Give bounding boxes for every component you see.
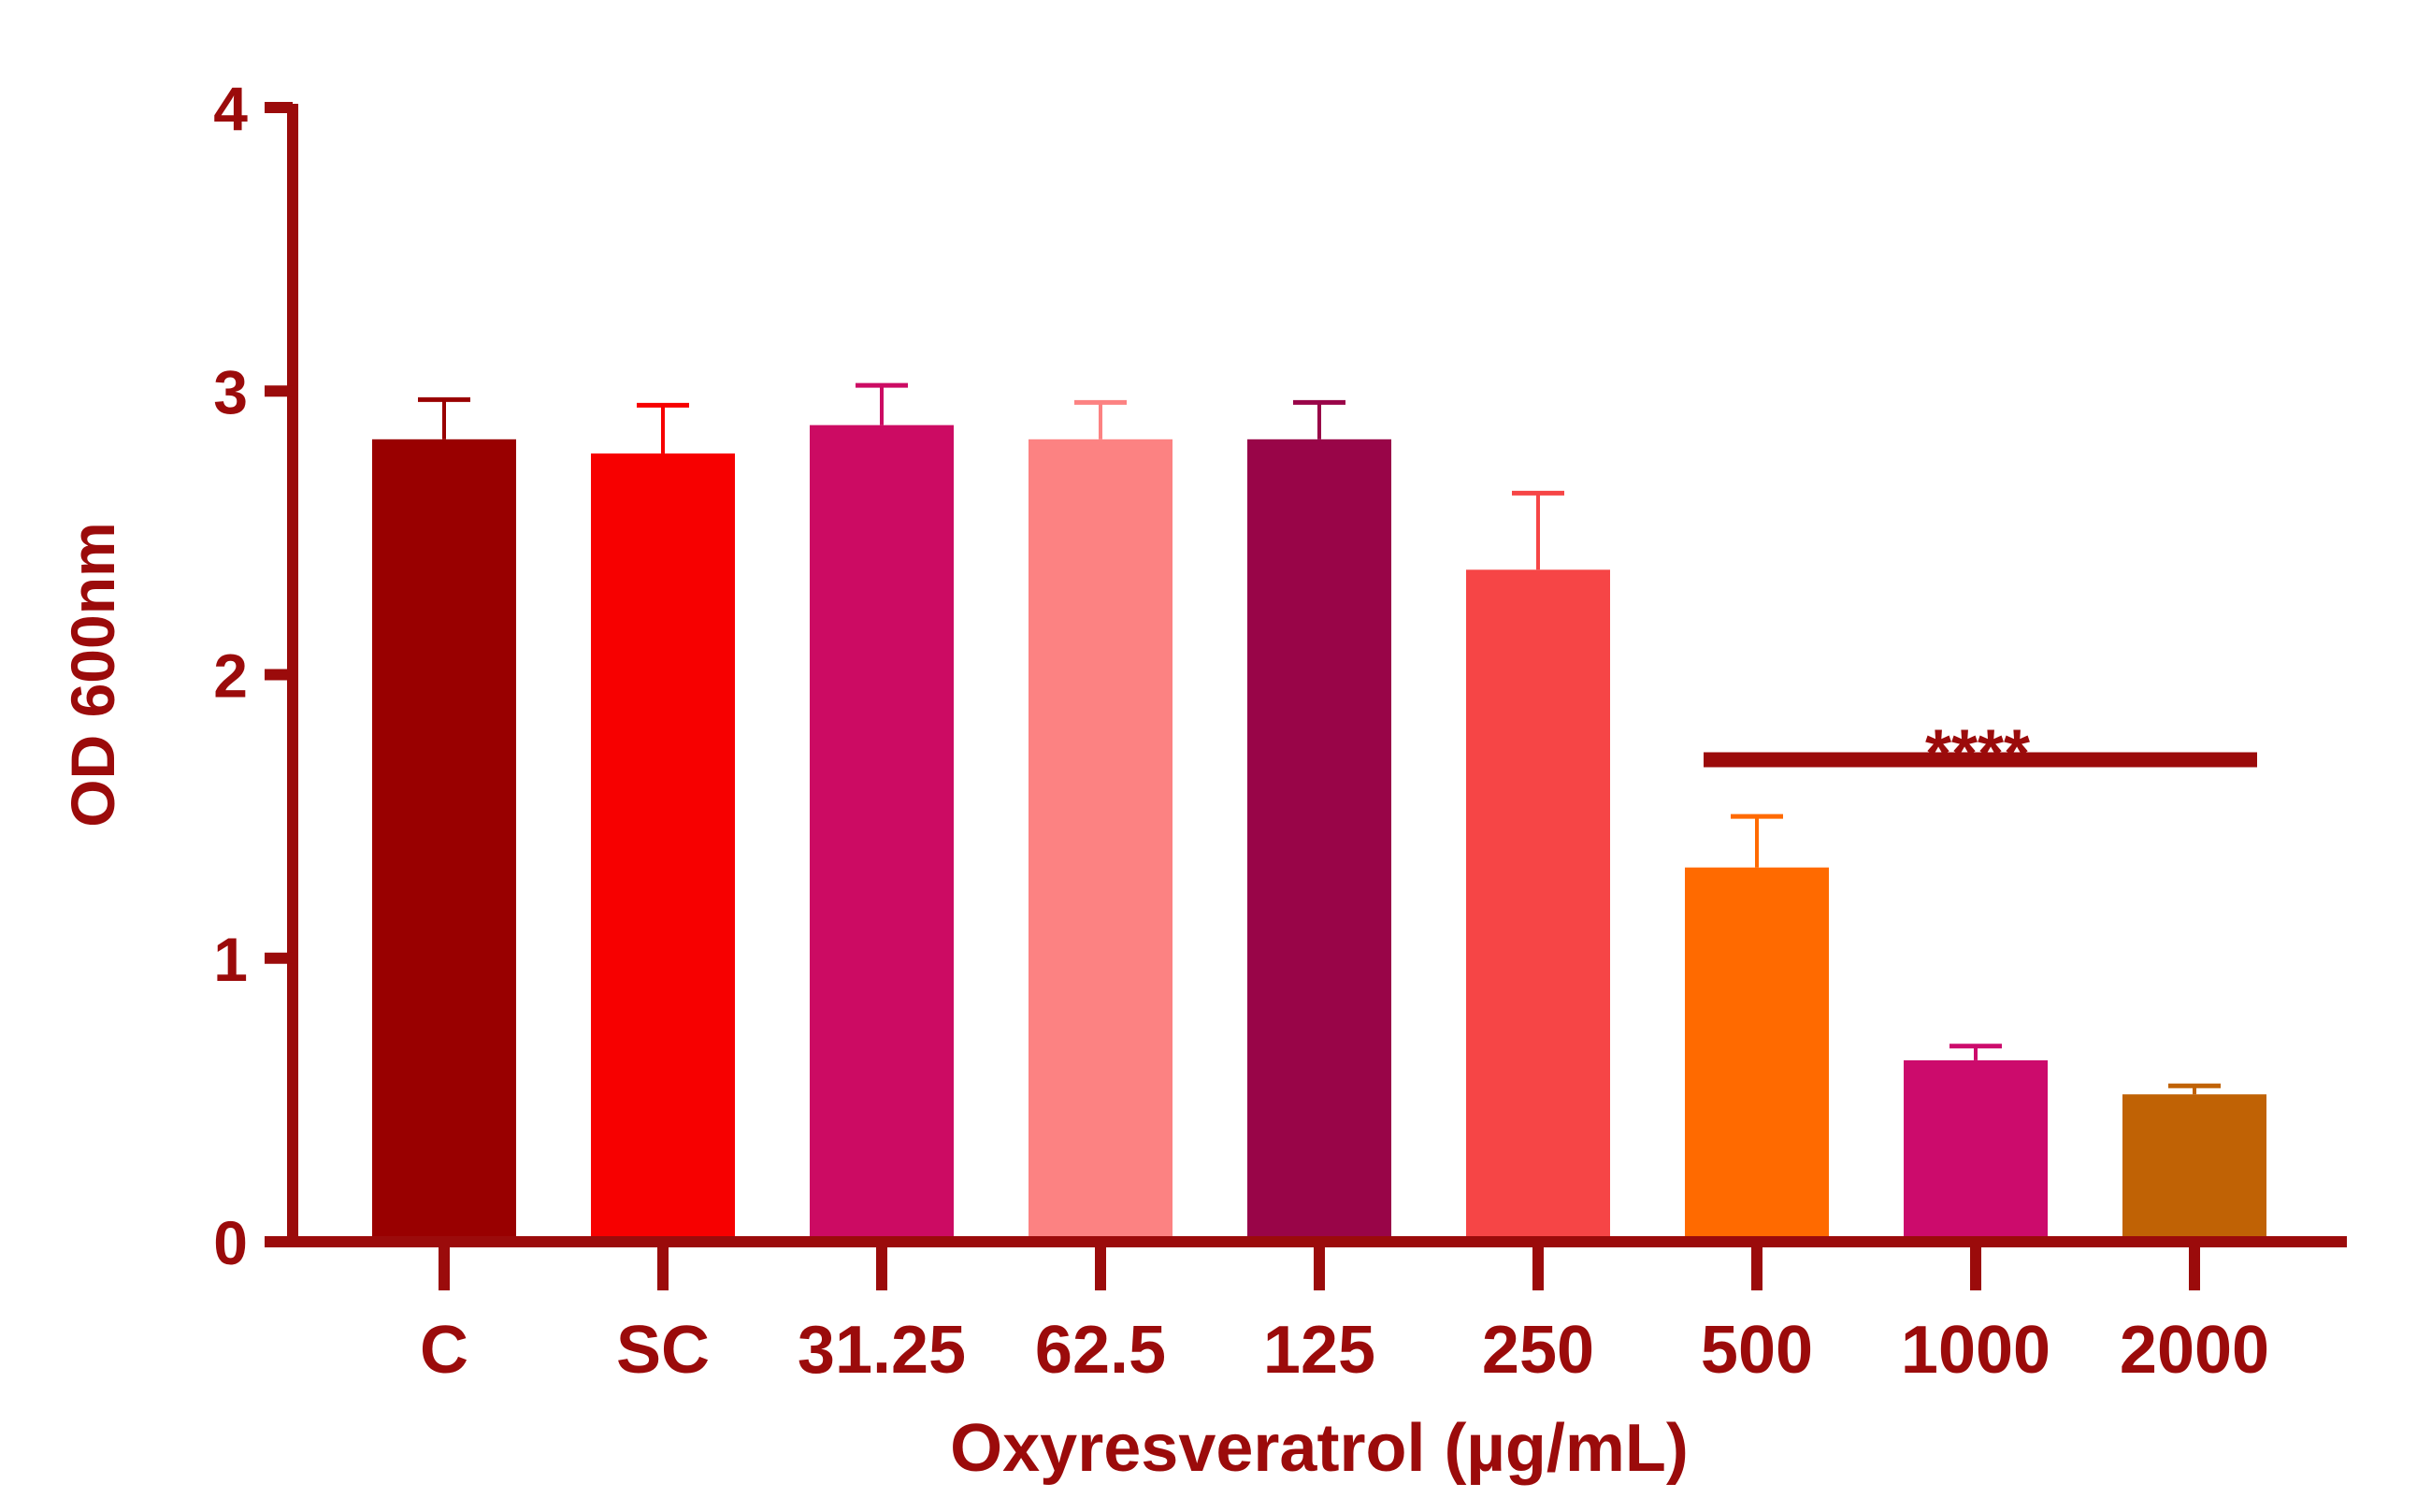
y-tick-label-4: 4	[213, 74, 248, 143]
x-tick-label-125: 125	[1263, 1313, 1375, 1388]
bars-group	[372, 425, 2266, 1243]
y-axis-title: OD 600nm	[58, 522, 127, 827]
x-tick-label-500: 500	[1701, 1313, 1813, 1388]
bar-500	[1685, 867, 1829, 1242]
y-tick-label-1: 1	[213, 925, 248, 994]
significance-label: ****	[1925, 716, 2030, 791]
bar-31.25	[810, 425, 954, 1242]
x-tick-label-1000: 1000	[1901, 1313, 2050, 1388]
y-tick-label-0: 0	[213, 1208, 248, 1277]
bar-2000	[2122, 1094, 2266, 1242]
x-tick-label-250: 250	[1482, 1313, 1594, 1388]
x-ticks-group: C SC 31.25 62.5 125 250 500 1000 2000	[420, 1242, 2269, 1388]
bar-250	[1466, 569, 1610, 1242]
y-tick-label-2: 2	[213, 641, 248, 711]
x-axis-title: Oxyresveratrol (µg/mL)	[950, 1411, 1689, 1486]
x-tick-label-31.25: 31.25	[798, 1313, 966, 1388]
y-tick-label-3: 3	[213, 357, 248, 426]
bar-62.5	[1029, 439, 1173, 1242]
bar-SC	[591, 453, 735, 1243]
error-bars-group	[418, 382, 2221, 1095]
bar-C	[372, 439, 516, 1242]
x-tick-label-SC: SC	[616, 1313, 710, 1388]
bar-1000	[1904, 1059, 2048, 1242]
y-ticks-group: 0 1 2 3 4	[213, 74, 293, 1277]
x-tick-label-C: C	[420, 1313, 468, 1388]
bar-125	[1247, 439, 1391, 1242]
x-tick-label-2000: 2000	[2120, 1313, 2269, 1388]
x-tick-label-62.5: 62.5	[1035, 1313, 1166, 1388]
